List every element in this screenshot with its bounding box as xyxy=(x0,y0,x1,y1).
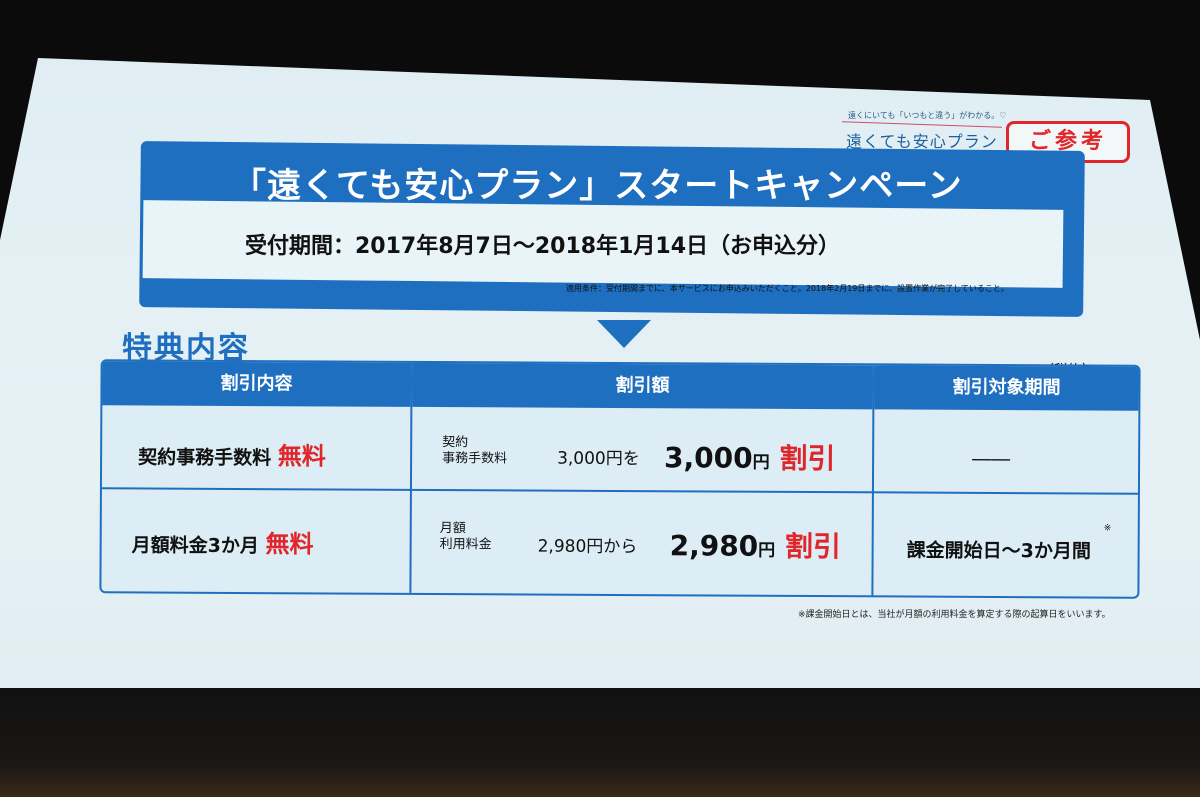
discount-period: ―― xyxy=(972,447,1011,471)
header-discount-period: 割引対象期間 xyxy=(874,365,1139,411)
row-item: 契約事務手数料 xyxy=(138,446,272,470)
discount-label: 割引 xyxy=(784,529,842,564)
discount-amount: 3,000 xyxy=(664,441,753,475)
footnote: ※課金開始日とは、当社が月額の利用料金を算定する際の起算日をいいます。 xyxy=(798,610,1111,620)
discount-label: 割引 xyxy=(779,441,836,476)
period-mark: ※ xyxy=(1103,523,1112,534)
fee-label: 契約 事務手数料 xyxy=(442,435,508,467)
divider xyxy=(101,487,1138,495)
application-condition: 適用条件：受付期間までに、本サービスにお申込みいただくこと。2018年2月19日… xyxy=(566,284,1009,293)
header-discount-content: 割引内容 xyxy=(102,361,411,407)
row-item: 月額料金3か月 xyxy=(131,534,259,558)
campaign-title: 「遠くても安心プラン」スタートキャンペーン xyxy=(232,166,963,206)
logo-tagline: 遠くにいても「いつもと違う」がわかる。♡ xyxy=(848,111,1007,120)
discount-period: 課金開始日〜3か月間 xyxy=(906,539,1091,563)
yen-unit: 円 xyxy=(758,540,776,561)
benefit-table: 割引内容 割引額 割引対象期間 契約事務手数料 無料 契約 事務手数料 3,00… xyxy=(99,359,1141,599)
divider xyxy=(409,362,413,593)
free-tag: 無料 xyxy=(277,442,326,471)
free-tag: 無料 xyxy=(265,530,314,559)
down-arrow-icon xyxy=(597,320,651,348)
stage-floor xyxy=(0,688,1200,797)
discount-amount: 2,980 xyxy=(669,529,759,563)
reception-period: 受付期間：2017年8月7日〜2018年1月14日（お申込分） xyxy=(245,234,841,259)
original-fee: 3,000円を xyxy=(557,448,640,470)
header-discount-amount: 割引額 xyxy=(412,362,873,410)
fee-label: 月額 利用料金 xyxy=(439,521,492,553)
yen-unit: 円 xyxy=(752,452,770,473)
logo-name: 遠くても安心プラン xyxy=(846,132,998,151)
original-fee: 2,980円から xyxy=(537,536,638,558)
divider xyxy=(871,365,875,596)
